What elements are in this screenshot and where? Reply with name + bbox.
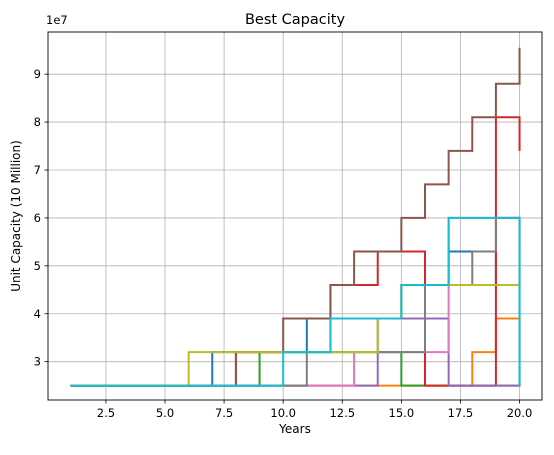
y-tick-label: 3 — [34, 355, 41, 369]
x-tick-label: 15.0 — [389, 406, 415, 420]
axis-ticks: 2.5 5.0 7.5 10.0 12.5 15.0 17.5 20.0 3 4 5 6 7 8 9 — [34, 67, 533, 420]
x-tick-label: 2.5 — [97, 406, 115, 420]
y-tick-label: 5 — [34, 259, 41, 273]
y-axis-label: Unit Capacity (10 Million) — [9, 140, 23, 292]
x-axis-label: Years — [278, 422, 311, 436]
chart-title: Best Capacity — [245, 12, 346, 28]
y-tick-label: 6 — [34, 211, 41, 225]
x-tick-label: 12.5 — [329, 406, 355, 420]
x-tick-label: 20.0 — [507, 406, 533, 420]
y-axis-offset-label: 1e7 — [46, 13, 68, 27]
series-line-10 — [70, 216, 521, 387]
grid — [48, 32, 542, 400]
series-line-6 — [70, 47, 521, 387]
y-tick-label: 7 — [34, 163, 41, 177]
y-tick-label: 9 — [34, 67, 41, 81]
series-line-7 — [70, 216, 521, 387]
x-tick-label: 10.0 — [270, 406, 296, 420]
x-tick-label: 7.5 — [215, 406, 233, 420]
x-tick-label: 5.0 — [156, 406, 174, 420]
series-lines — [70, 47, 521, 387]
plot-frame — [47, 31, 543, 401]
x-tick-label: 17.5 — [448, 406, 474, 420]
y-tick-label: 4 — [34, 307, 41, 321]
y-tick-label: 8 — [34, 115, 41, 129]
series-line-3 — [70, 351, 521, 387]
series-line-8 — [70, 216, 521, 387]
